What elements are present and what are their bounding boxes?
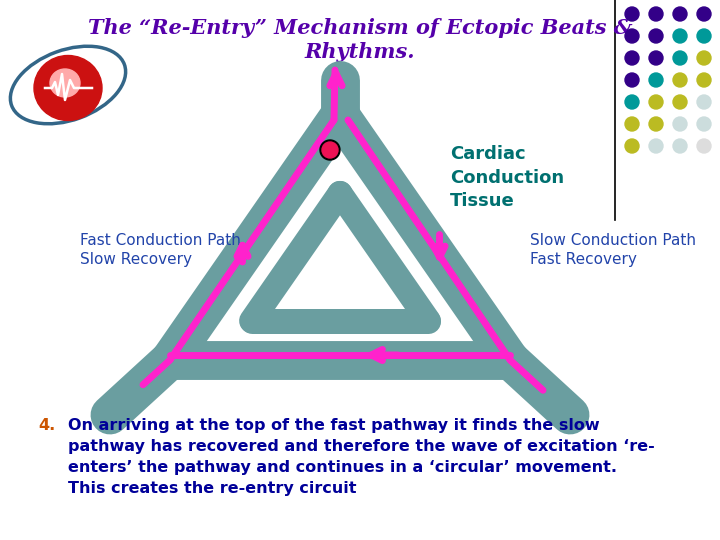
Circle shape [625,95,639,109]
Circle shape [697,73,711,87]
Circle shape [697,139,711,153]
Circle shape [625,139,639,153]
Circle shape [625,51,639,65]
Text: Slow Conduction Path
Fast Recovery: Slow Conduction Path Fast Recovery [530,233,696,267]
Circle shape [320,140,340,160]
Circle shape [649,7,663,21]
Circle shape [649,51,663,65]
Circle shape [649,95,663,109]
Circle shape [649,117,663,131]
Circle shape [625,29,639,43]
Circle shape [673,139,687,153]
Circle shape [673,7,687,21]
Circle shape [673,29,687,43]
Text: Cardiac
Conduction
Tissue: Cardiac Conduction Tissue [450,145,564,210]
Text: Rhythms.: Rhythms. [305,42,415,62]
Circle shape [697,7,711,21]
Circle shape [673,51,687,65]
Circle shape [649,73,663,87]
Circle shape [322,142,338,158]
Text: On arriving at the top of the fast pathway it finds the slow
pathway has recover: On arriving at the top of the fast pathw… [68,418,654,496]
Circle shape [625,117,639,131]
Circle shape [673,117,687,131]
Circle shape [649,29,663,43]
Circle shape [697,29,711,43]
Circle shape [625,7,639,21]
Circle shape [697,51,711,65]
Circle shape [697,95,711,109]
Circle shape [697,117,711,131]
Text: Fast Conduction Path
Slow Recovery: Fast Conduction Path Slow Recovery [80,233,241,267]
Ellipse shape [50,69,80,97]
Ellipse shape [34,56,102,120]
Circle shape [673,95,687,109]
Text: 4.: 4. [38,418,55,433]
Circle shape [649,139,663,153]
Circle shape [673,73,687,87]
Text: The “Re-Entry” Mechanism of Ectopic Beats &: The “Re-Entry” Mechanism of Ectopic Beat… [88,18,632,38]
Circle shape [625,73,639,87]
